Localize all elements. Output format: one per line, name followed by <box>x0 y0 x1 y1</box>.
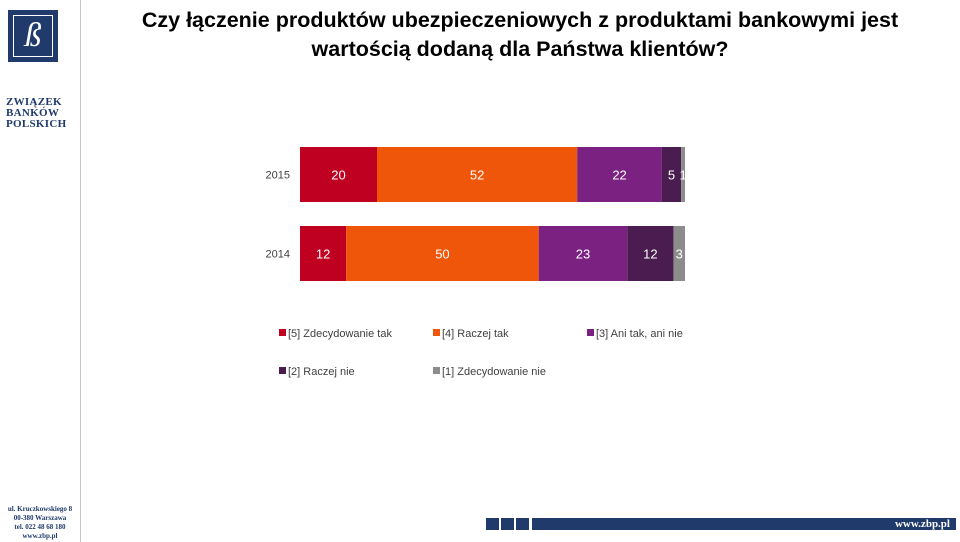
footer-url[interactable]: www.zbp.pl <box>894 518 950 530</box>
data-label-2015-s2: 52 <box>470 168 484 183</box>
address-city: 00-380 Warszawa <box>13 514 67 522</box>
footer-square <box>516 518 529 530</box>
bar-segment-2015-s4 <box>661 147 682 202</box>
data-label-2015-s1: 20 <box>331 168 345 183</box>
data-label-2014-s4: 12 <box>643 247 657 262</box>
legend-label-2: [4] Raczej tak <box>442 328 509 340</box>
footer-square <box>486 518 499 530</box>
data-label-2015-s3: 22 <box>612 168 626 183</box>
legend-swatch-1 <box>279 329 286 336</box>
footer-square <box>501 518 514 530</box>
data-label-2015-s4: 5 <box>668 168 675 183</box>
data-label-2014-s5: 3 <box>676 247 683 262</box>
sidebar-divider <box>80 0 81 542</box>
data-label-2014-s2: 50 <box>435 247 449 262</box>
logo-text-line3: POLSKICH <box>6 118 67 130</box>
logo-text-line1: ZWIĄZEK <box>6 96 62 108</box>
logo-letter: ß <box>24 17 42 54</box>
logo-wordmark: ZWIĄZEK BANKÓW POLSKICH <box>6 97 76 130</box>
zbp-logo: ß <box>8 10 58 62</box>
slide-title-line2: wartością dodaną dla Państwa klientów? <box>311 37 729 61</box>
address-phone: tel. 022 48 68 180 <box>14 523 66 531</box>
legend-swatch-2 <box>433 329 440 336</box>
bar-segment-2014-s5 <box>673 226 685 281</box>
address-web: www.zbp.pl <box>22 532 58 540</box>
category-label-2015: 2015 <box>266 170 290 182</box>
bar-segment-2015-s3 <box>577 147 662 202</box>
bar-segment-2014-s4 <box>627 226 674 281</box>
address-block: ul. Kruczkowskiego 8 00-380 Warszawa tel… <box>0 505 80 541</box>
bar-segment-2014-s1 <box>300 226 347 281</box>
bar-segment-2014-s3 <box>538 226 628 281</box>
category-label-2014: 2014 <box>266 249 290 261</box>
logo-text-line2: BANKÓW <box>6 107 60 119</box>
legend-label-5: [1] Zdecydowanie nie <box>442 366 546 378</box>
legend-label-4: [2] Raczej nie <box>288 366 355 378</box>
footer-bar <box>486 518 956 530</box>
bar-segment-2015-s1 <box>300 147 377 202</box>
address-street: ul. Kruczkowskiego 8 <box>7 505 73 513</box>
bar-segment-2014-s2 <box>346 226 539 281</box>
data-label-2014-s3: 23 <box>576 247 590 262</box>
bar-segment-2015-s5 <box>681 147 685 202</box>
logo-frame: ß <box>13 15 53 57</box>
slide-title: Czy łączenie produktów ubezpieczeniowych… <box>100 6 940 64</box>
footer-band <box>532 518 956 530</box>
slide-title-line1: Czy łączenie produktów ubezpieczeniowych… <box>141 8 899 32</box>
legend-label-1: [5] Zdecydowanie tak <box>288 328 392 340</box>
legend-swatch-4 <box>279 367 286 374</box>
data-label-2014-s1: 12 <box>316 247 330 262</box>
legend-swatch-3 <box>587 329 594 336</box>
legend-swatch-5 <box>433 367 440 374</box>
bar-segment-2015-s2 <box>377 147 578 202</box>
legend-label-3: [3] Ani tak, ani nie <box>596 328 683 340</box>
data-label-2015-s5: 1 <box>679 168 686 183</box>
